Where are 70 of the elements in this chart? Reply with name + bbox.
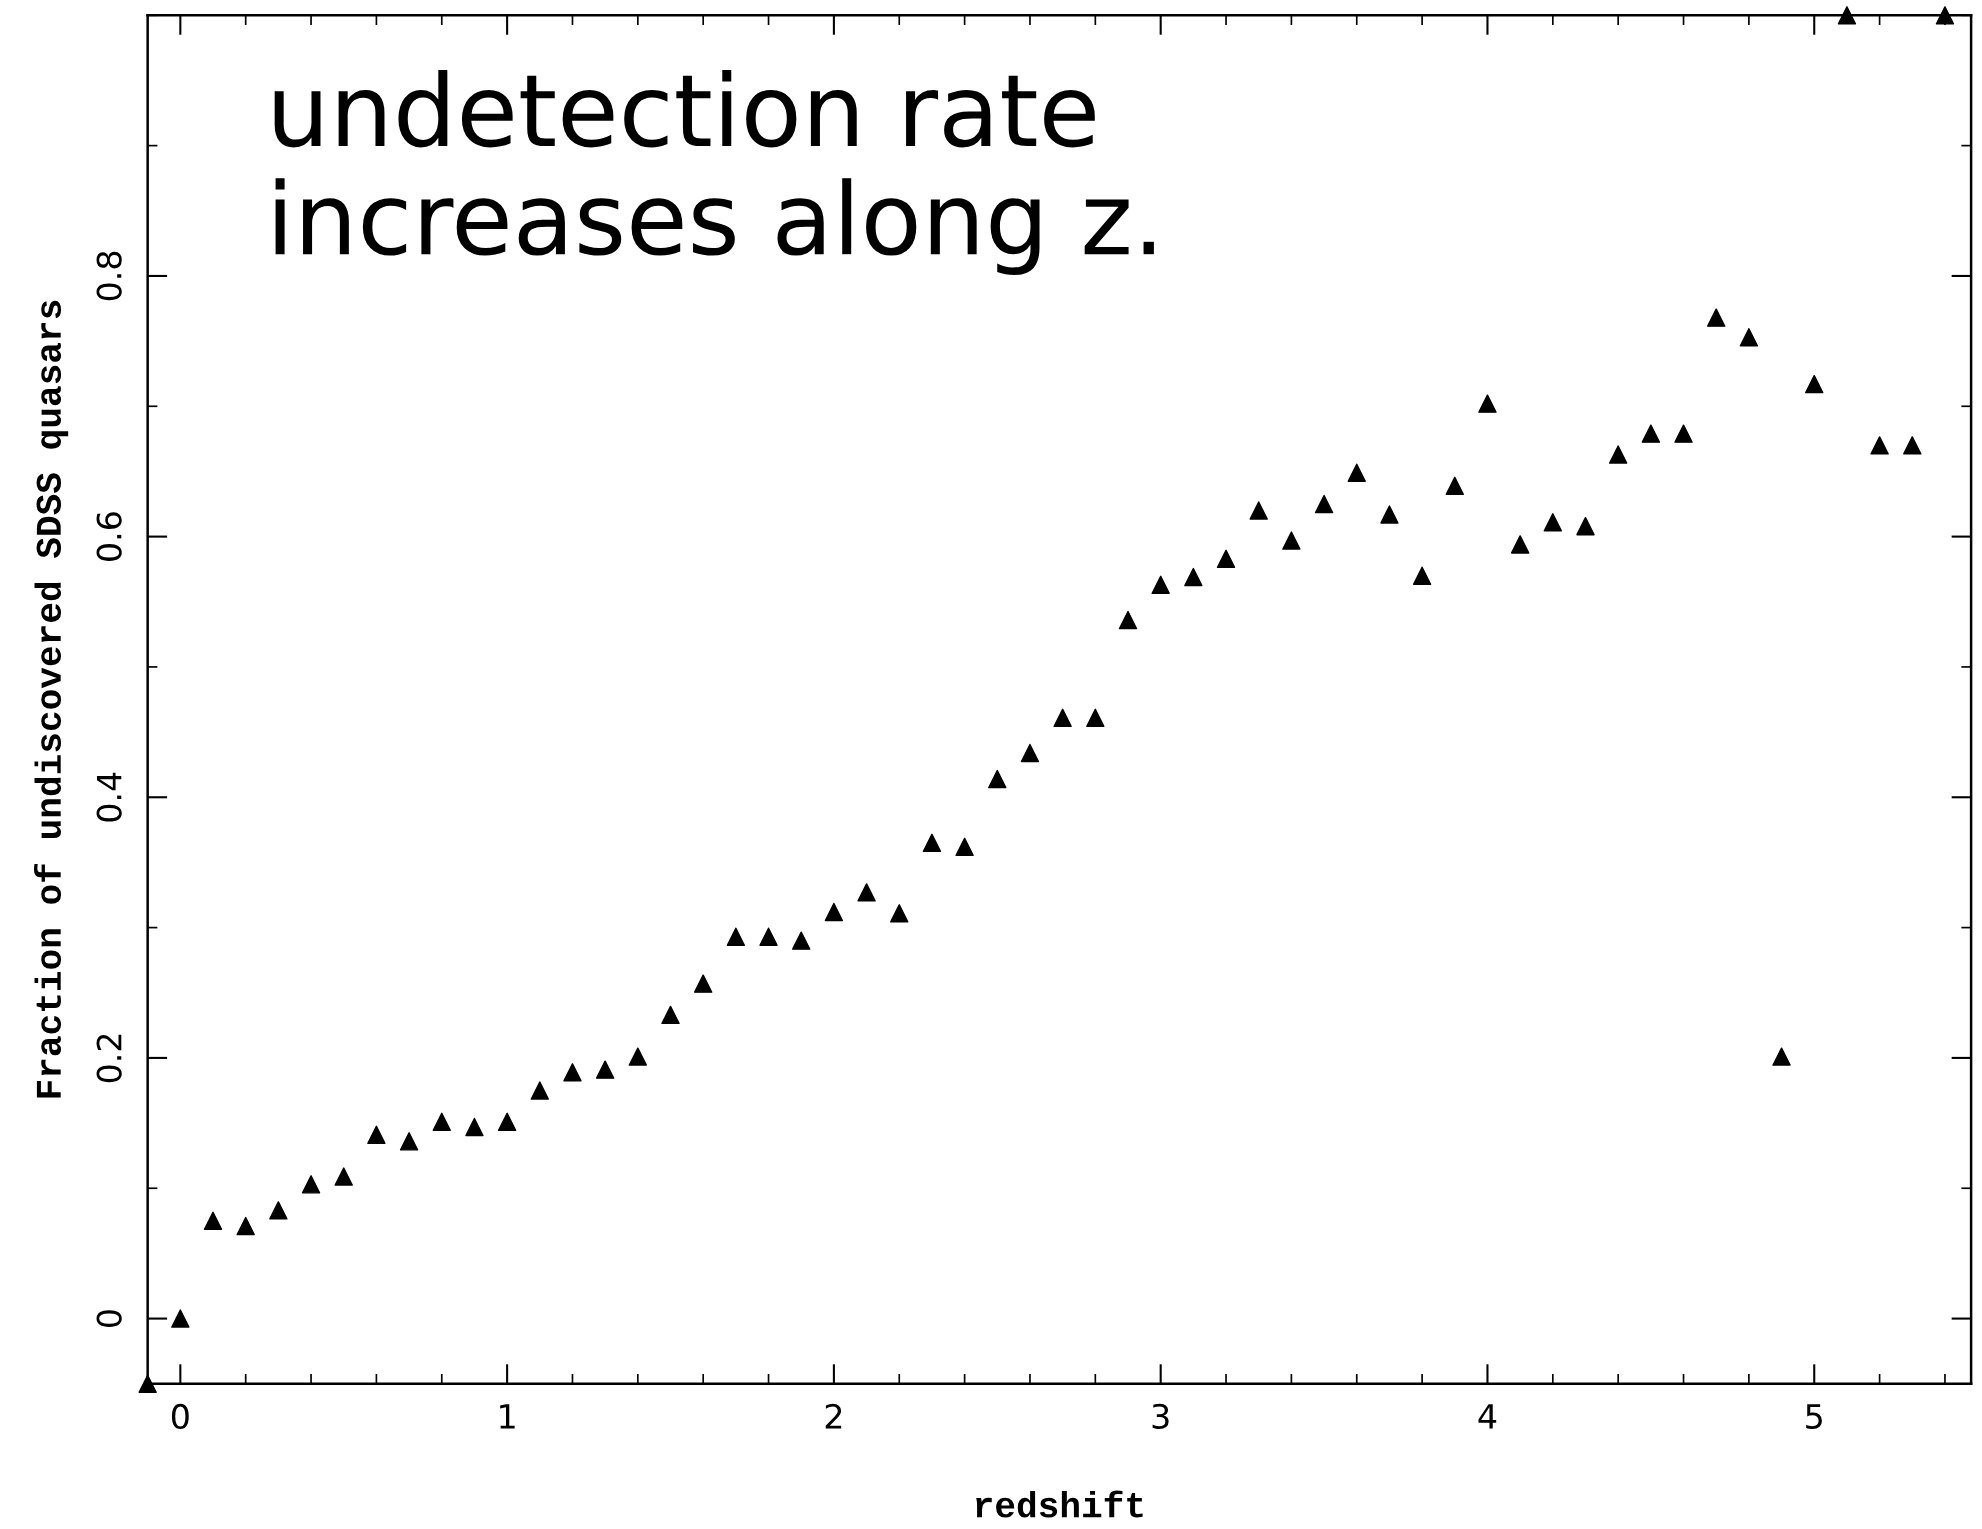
point	[595, 1060, 615, 1079]
annotation: undetection rate increases along z.	[274, 70, 1154, 275]
point	[988, 769, 1007, 789]
point	[1510, 535, 1530, 554]
point	[1903, 436, 1922, 455]
point	[857, 883, 876, 902]
point	[1445, 476, 1464, 495]
y-tick-label: 0	[96, 1310, 122, 1327]
point	[1086, 708, 1105, 727]
y-tick-label: 0.6	[96, 512, 122, 561]
point	[628, 1047, 648, 1066]
point	[1282, 531, 1301, 550]
point	[563, 1063, 582, 1082]
point	[465, 1117, 484, 1137]
point	[1020, 743, 1040, 763]
point	[1412, 566, 1432, 585]
point	[236, 1216, 255, 1236]
point	[203, 1211, 223, 1231]
x-tick-label: 0	[171, 1403, 189, 1429]
point	[1118, 610, 1138, 630]
point	[1380, 505, 1399, 524]
x-tick-label: 4	[1478, 1404, 1497, 1429]
point	[1478, 394, 1497, 413]
point	[432, 1112, 451, 1131]
point	[1184, 567, 1203, 587]
point	[1707, 308, 1726, 327]
x-tick-label: 3	[1152, 1403, 1169, 1429]
point	[1576, 516, 1595, 536]
point	[1739, 328, 1759, 347]
point	[1837, 6, 1857, 25]
point	[1870, 436, 1889, 455]
point	[530, 1081, 549, 1100]
x-tick-label: 5	[1806, 1404, 1822, 1429]
point	[1216, 549, 1236, 568]
x-tick-label: 2	[825, 1403, 842, 1429]
x-axis-title: redshift	[976, 1490, 1143, 1518]
point	[138, 1374, 157, 1393]
x-tick-label: 1	[500, 1404, 515, 1429]
point	[1805, 374, 1824, 394]
point	[1249, 501, 1268, 520]
point	[955, 837, 974, 856]
point	[399, 1132, 419, 1151]
point	[1772, 1047, 1791, 1066]
point	[171, 1309, 190, 1328]
point	[497, 1112, 517, 1131]
point	[1347, 463, 1366, 482]
point	[726, 927, 746, 946]
point	[334, 1167, 353, 1186]
point	[301, 1175, 321, 1194]
y-tick-label: 0.2	[96, 1034, 122, 1083]
point	[269, 1201, 288, 1220]
point	[367, 1125, 386, 1145]
y-axis-title: Fraction of undiscovered SDSS quasars	[33, 300, 69, 1098]
point	[1641, 424, 1661, 443]
point	[661, 1005, 680, 1025]
point	[759, 927, 778, 946]
point	[890, 904, 909, 923]
point	[1674, 424, 1693, 443]
point	[693, 974, 713, 993]
point	[824, 902, 844, 922]
point	[1314, 494, 1334, 514]
point	[1935, 6, 1955, 25]
y-tick-label: 0.8	[96, 251, 122, 301]
y-tick-label: 0.4	[96, 772, 122, 822]
point	[1543, 513, 1563, 532]
point	[1053, 708, 1072, 727]
point	[922, 833, 942, 853]
point	[792, 931, 811, 950]
point	[1608, 445, 1628, 464]
point	[1151, 575, 1170, 595]
